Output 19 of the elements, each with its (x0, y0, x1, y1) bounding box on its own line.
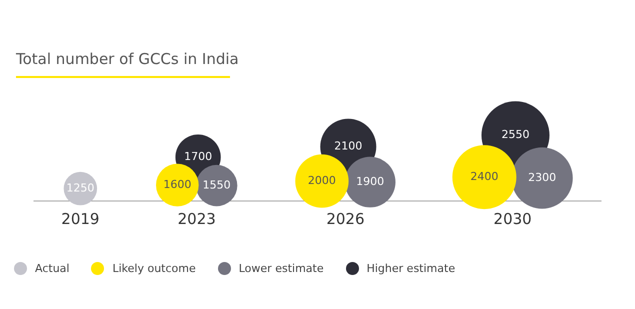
data-label: 1700 (184, 150, 212, 164)
category-label: 2019 (61, 210, 100, 228)
category-label: 2023 (178, 210, 216, 228)
data-label: 2550 (501, 128, 530, 142)
data-label: 2300 (528, 170, 556, 184)
category-label: 2026 (326, 210, 365, 228)
legend-label: Lower estimate (238, 262, 324, 275)
data-label: 1900 (356, 174, 384, 188)
data-label: 1550 (202, 178, 231, 192)
data-label: 2100 (334, 140, 362, 153)
legend-label: Actual (35, 262, 70, 275)
legend-label: Higher estimate (366, 262, 456, 275)
data-label: 1600 (163, 178, 192, 191)
category-label: 2030 (494, 210, 532, 228)
data-label: 2400 (470, 170, 498, 183)
data-label: 1250 (66, 181, 94, 194)
legend-label: Likely outcome (112, 262, 196, 275)
data-label: 2000 (308, 174, 336, 187)
text: Total number of GCCs in India (16, 50, 239, 68)
